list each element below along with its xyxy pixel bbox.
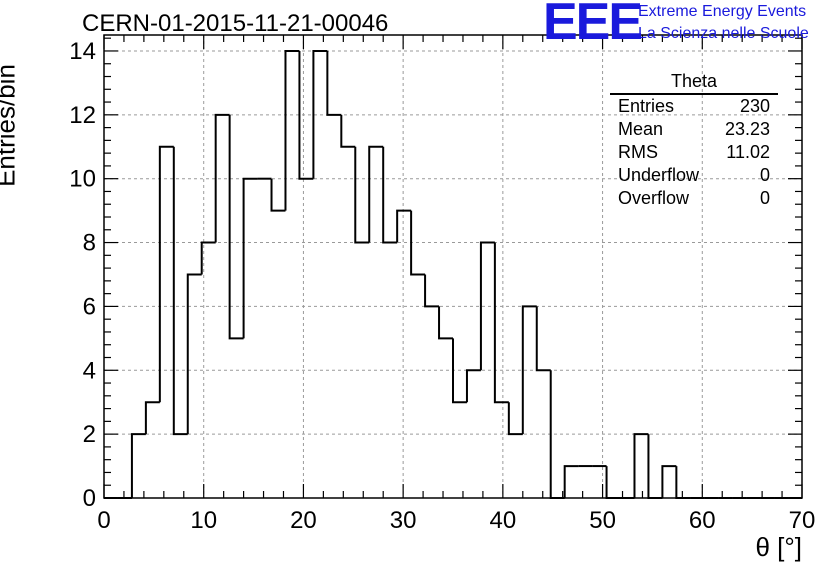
stats-row-mean: Mean 23.23 (610, 118, 778, 141)
stats-value: 230 (739, 96, 770, 116)
eee-logo: EEE (543, 0, 643, 51)
y-axis-label: Entries/bin (0, 64, 21, 187)
histogram-bin (284, 49, 300, 211)
histogram-bin (312, 49, 328, 179)
stats-label: Mean (618, 119, 664, 139)
y-tick-label: 6 (83, 293, 96, 320)
x-tick-label: 10 (190, 507, 217, 534)
stats-value: 23.23 (724, 119, 770, 139)
x-tick-label: 20 (290, 507, 317, 534)
x-tick-label: 40 (490, 507, 517, 534)
histogram-bin (340, 114, 356, 148)
y-tick-label: 2 (83, 421, 96, 448)
stats-label: Underflow (618, 165, 700, 185)
plot-frame (103, 34, 803, 499)
histogram-bin (130, 433, 146, 498)
histogram-bin (507, 402, 523, 436)
stats-title: Theta (610, 70, 778, 95)
stats-label: Entries (618, 96, 675, 116)
histogram-bars (104, 49, 802, 499)
stats-row-rms: RMS 11.02 (610, 141, 778, 164)
histogram-bin (228, 114, 244, 340)
histogram-bin (186, 273, 202, 435)
histogram-bin (675, 466, 691, 499)
logo-line-1: Extreme Energy Events (638, 3, 807, 20)
stats-value: 0 (759, 165, 770, 185)
histogram-bin (563, 465, 579, 498)
histogram-bin (382, 146, 398, 244)
histogram-bin (633, 433, 649, 498)
histogram-bin (605, 466, 621, 499)
tick-labels: 0 10 20 30 40 50 60 70 0 2 4 6 8 10 12 14 (69, 38, 815, 534)
histogram-bin (465, 369, 481, 403)
histogram-bin (214, 113, 230, 243)
histogram-bin (144, 401, 160, 435)
y-tick-label: 4 (83, 357, 96, 384)
histogram-bin (368, 145, 384, 243)
chart-title: CERN-01-2015-11-21-00046 (82, 10, 389, 37)
histogram-bin (521, 305, 537, 435)
histogram-bin (200, 241, 216, 275)
histogram-bin (438, 306, 453, 340)
x-axis-label: θ [°] (755, 532, 802, 562)
histogram-bin (326, 50, 342, 116)
x-tick-label: 50 (589, 507, 616, 534)
histogram-bin (158, 145, 174, 403)
histogram-bin (647, 434, 663, 499)
y-tick-label: 12 (69, 102, 96, 129)
x-tick-label: 0 (97, 507, 110, 534)
histogram-bin (242, 177, 258, 339)
logo-line-2: La Scienza nelle Scuole (638, 25, 809, 42)
histogram-bin (354, 146, 370, 244)
stats-value: 11.02 (726, 142, 770, 162)
axes (103, 34, 803, 499)
y-tick-label: 10 (69, 166, 96, 193)
x-tick-label: 30 (390, 507, 417, 534)
histogram-bin (410, 210, 426, 276)
histogram-bin (661, 465, 677, 498)
histogram-bin (493, 242, 509, 404)
stats-label: Overflow (618, 188, 690, 208)
stats-row-overflow: Overflow 0 (610, 187, 778, 210)
stats-box: Theta Entries 230 Mean 23.23 RMS 11.02 U… (610, 70, 778, 210)
x-tick-label: 60 (689, 507, 716, 534)
y-tick-label: 0 (83, 485, 96, 512)
x-tick-label: 70 (789, 507, 816, 534)
histogram-bin (424, 274, 440, 308)
histogram-bin (396, 209, 412, 243)
histogram-bin (270, 178, 286, 212)
histogram-bin (479, 241, 495, 371)
y-tick-label: 14 (69, 38, 96, 65)
stats-value: 0 (759, 188, 770, 208)
stats-row-entries: Entries 230 (610, 95, 778, 118)
histogram-bin (298, 50, 314, 180)
histogram-bin (535, 306, 551, 372)
histogram-bin (172, 146, 188, 436)
y-tick-label: 8 (83, 230, 96, 257)
histogram-bin (452, 338, 467, 404)
stats-row-underflow: Underflow 0 (610, 164, 778, 187)
stats-label: RMS (618, 142, 658, 162)
